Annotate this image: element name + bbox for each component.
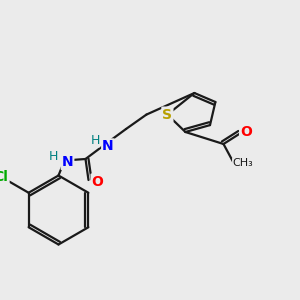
Text: CH₃: CH₃ (232, 158, 254, 169)
Text: O: O (240, 125, 252, 139)
Text: H: H (48, 149, 58, 163)
Text: S: S (162, 108, 172, 122)
Text: O: O (92, 175, 104, 188)
Text: N: N (102, 140, 114, 153)
Text: Cl: Cl (0, 170, 9, 184)
Text: H: H (90, 134, 100, 147)
Text: N: N (62, 155, 73, 169)
